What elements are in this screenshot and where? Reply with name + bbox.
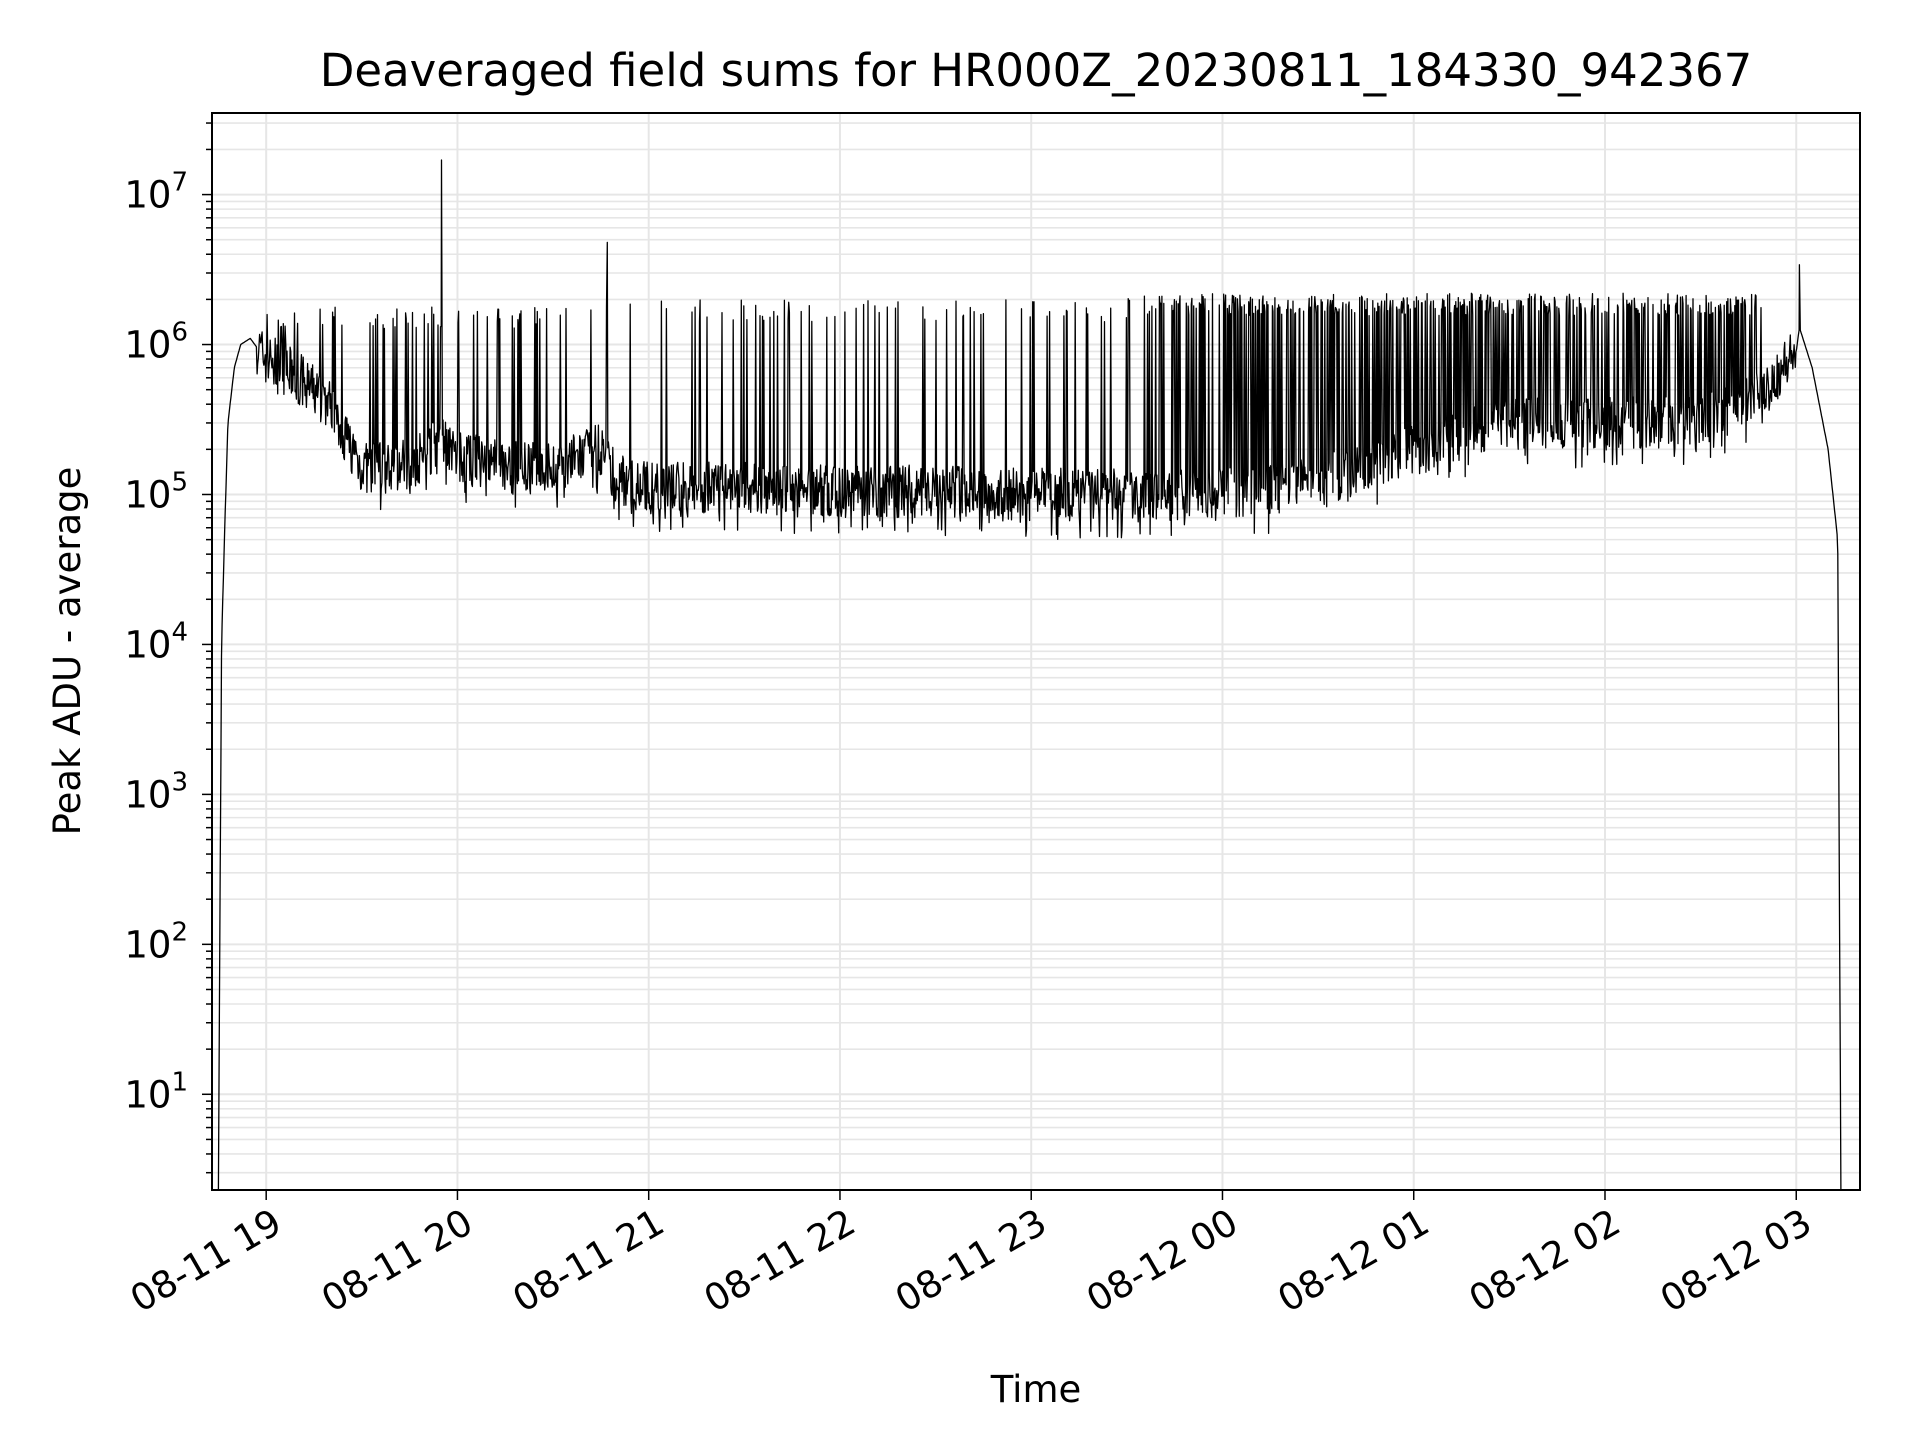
y-axis-label: Peak ADU - average bbox=[46, 467, 89, 836]
y-tick-label: 107 bbox=[124, 168, 188, 217]
series-line bbox=[217, 159, 1842, 1191]
y-tick-label: 104 bbox=[124, 617, 188, 666]
y-tick-label: 106 bbox=[124, 318, 188, 367]
y-tick-label: 105 bbox=[124, 467, 188, 516]
grid-lines bbox=[212, 113, 1860, 1190]
y-tick-label: 102 bbox=[124, 917, 188, 966]
y-tick-label: 101 bbox=[124, 1067, 188, 1116]
series-group bbox=[217, 159, 1842, 1191]
y-axis: 101 102 103 104 105 106 107 bbox=[124, 122, 212, 1174]
chart-title: Deaveraged field sums for HR000Z_2023081… bbox=[320, 44, 1753, 97]
y-tick-label: 103 bbox=[124, 767, 188, 816]
x-axis-label: Time bbox=[990, 1368, 1082, 1411]
